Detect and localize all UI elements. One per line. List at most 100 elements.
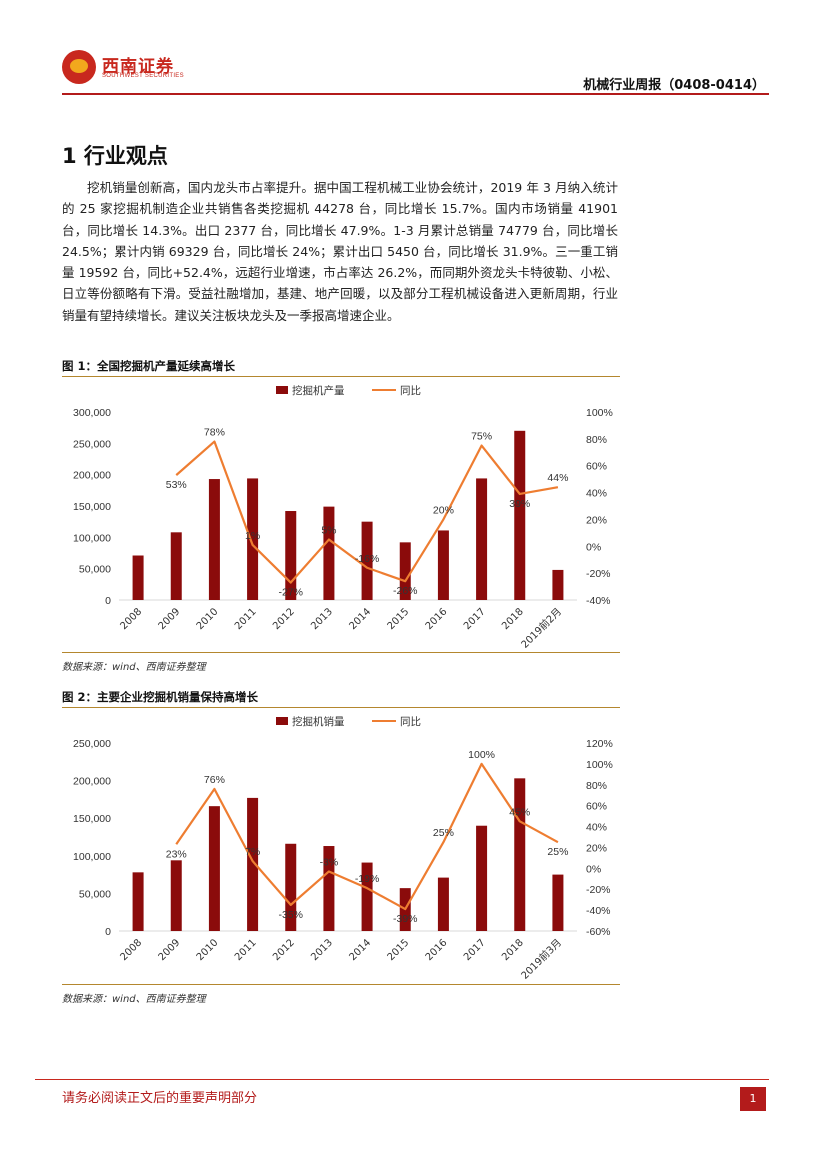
- bar: [170, 532, 182, 600]
- bar: [208, 479, 220, 600]
- right-axis-tick-label: 100%: [586, 407, 613, 419]
- data-label: -35%: [278, 909, 303, 921]
- left-axis-tick-label: 200,000: [73, 470, 111, 482]
- right-axis-tick-label: -60%: [586, 926, 611, 938]
- data-label: 78%: [204, 427, 225, 439]
- data-label: 100%: [468, 749, 495, 761]
- data-label: 1%: [245, 530, 260, 542]
- data-label: -3%: [320, 856, 339, 868]
- legend-swatch-bars: [276, 717, 288, 725]
- x-axis-tick-label: 2016: [424, 937, 450, 963]
- right-axis-tick-label: 60%: [586, 461, 607, 473]
- right-axis-tick-label: 60%: [586, 801, 607, 813]
- data-label: 25%: [433, 827, 454, 839]
- left-axis-tick-label: 150,000: [73, 501, 111, 513]
- bar: [437, 530, 449, 600]
- x-axis-tick-label: 2011: [233, 937, 259, 963]
- right-axis-tick-label: 80%: [586, 434, 607, 446]
- bar: [514, 778, 526, 931]
- x-axis-tick-label: 2019前3月: [518, 936, 564, 982]
- right-axis-tick-label: -20%: [586, 568, 611, 580]
- right-axis-tick-label: 40%: [586, 488, 607, 500]
- right-axis-tick-label: 120%: [586, 738, 613, 750]
- bar: [361, 521, 373, 600]
- left-axis-tick-label: 250,000: [73, 438, 111, 450]
- body-paragraph: 挖机销量创新高，国内龙头市占率提升。据中国工程机械工业协会统计，2019 年 3…: [62, 180, 618, 323]
- data-label: -39%: [393, 913, 418, 925]
- figure-2-title: 图 2：主要企业挖掘机销量保持高增长: [62, 690, 259, 704]
- chart-legend: 挖掘机产量 同比: [276, 384, 421, 397]
- data-label: -16%: [355, 553, 380, 565]
- x-axis-tick-label: 2017: [462, 937, 488, 963]
- x-axis-tick-label: 2009: [157, 937, 183, 963]
- x-axis-tick-label: 2008: [118, 937, 144, 963]
- data-label: 76%: [204, 774, 225, 786]
- x-axis-tick-label: 2017: [462, 606, 488, 632]
- right-axis-tick-label: -40%: [586, 905, 611, 917]
- legend-label-bars: 挖掘机销量: [292, 715, 345, 728]
- data-label: 53%: [166, 479, 187, 491]
- right-axis-tick-label: 0%: [586, 863, 601, 875]
- right-axis-tick-label: 0%: [586, 541, 601, 553]
- bar: [476, 825, 488, 931]
- left-axis-tick-label: 0: [105, 595, 111, 607]
- bar: [552, 569, 564, 600]
- figure-1-source: 数据来源：wind、西南证券整理: [62, 662, 206, 673]
- x-axis-tick-label: 2011: [233, 606, 259, 632]
- right-axis-tick-label: 20%: [586, 514, 607, 526]
- bar: [361, 862, 373, 931]
- left-axis-tick-label: 100,000: [73, 851, 111, 863]
- bar: [285, 843, 297, 931]
- logo-icon: [62, 50, 96, 84]
- brand-name-en: SOUTHWEST SECURITIES: [102, 73, 184, 79]
- data-label: 20%: [433, 504, 454, 516]
- data-label: 44%: [547, 472, 568, 484]
- left-axis-tick-label: 50,000: [79, 888, 111, 900]
- x-axis-tick-label: 2012: [271, 937, 297, 963]
- x-axis-tick-label: 2008: [118, 606, 144, 632]
- legend-swatch-bars: [276, 386, 288, 394]
- x-axis-tick-label: 2014: [347, 606, 373, 632]
- brand-name: 西南证券: [102, 57, 174, 77]
- figure-1-top-rule: [62, 376, 620, 377]
- left-axis-tick-label: 50,000: [79, 564, 111, 576]
- legend-label-line: 同比: [400, 384, 421, 397]
- data-label: 25%: [547, 846, 568, 858]
- right-axis-tick-label: 40%: [586, 822, 607, 834]
- bar: [552, 874, 564, 931]
- data-label: -26%: [393, 585, 418, 597]
- bar: [514, 430, 526, 600]
- bar: [437, 877, 449, 931]
- x-axis-tick-label: 2015: [386, 937, 412, 963]
- bar: [170, 860, 182, 931]
- figure-2-bottom-rule: [62, 984, 620, 985]
- section-title: 1 行业观点: [62, 144, 168, 168]
- x-axis-tick-label: 2012: [271, 606, 297, 632]
- page-number: 1: [740, 1087, 766, 1111]
- x-axis-tick-label: 2009: [157, 606, 183, 632]
- right-axis-tick-label: 100%: [586, 759, 613, 771]
- x-axis-tick-label: 2010: [195, 937, 221, 963]
- left-axis-tick-label: 300,000: [73, 407, 111, 419]
- data-label: 39%: [509, 498, 530, 510]
- header-divider: [62, 93, 769, 95]
- brand-logo: 西南证券 SOUTHWEST SECURITIES: [62, 50, 202, 86]
- x-axis-tick-label: 2018: [500, 937, 526, 963]
- left-axis-tick-label: 250,000: [73, 738, 111, 750]
- figure-1-chart: 挖掘机产量 同比 0 50,000 100,000 150,000 200,000 250,0…: [73, 384, 613, 651]
- figure-2-chart: 挖掘机销量 同比 0 50,000 100,000 150,000 200,000 250,0…: [73, 715, 613, 982]
- bar: [285, 511, 297, 600]
- bar: [132, 872, 144, 931]
- x-axis-tick-label: 2015: [386, 606, 412, 632]
- data-label: -27%: [278, 587, 303, 599]
- figure-2-source: 数据来源：wind、西南证券整理: [62, 994, 206, 1005]
- footer-disclaimer: 请务必阅读正文后的重要声明部分: [62, 1091, 258, 1106]
- bar: [132, 555, 144, 600]
- footer-divider: [35, 1079, 769, 1080]
- x-axis-tick-label: 2014: [347, 937, 373, 963]
- x-axis-tick-label: 2018: [500, 606, 526, 632]
- x-axis-tick-label: 2019前2月: [518, 605, 564, 651]
- left-axis-tick-label: 0: [105, 926, 111, 938]
- data-label: 45%: [509, 806, 530, 818]
- bar: [247, 478, 259, 600]
